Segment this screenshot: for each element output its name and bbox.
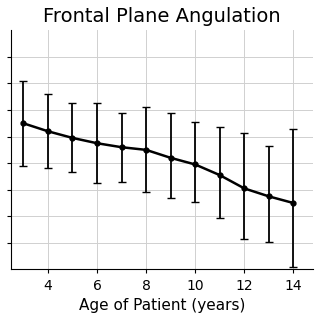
Title: Frontal Plane Angulation: Frontal Plane Angulation xyxy=(43,7,281,26)
X-axis label: Age of Patient (years): Age of Patient (years) xyxy=(79,298,245,313)
